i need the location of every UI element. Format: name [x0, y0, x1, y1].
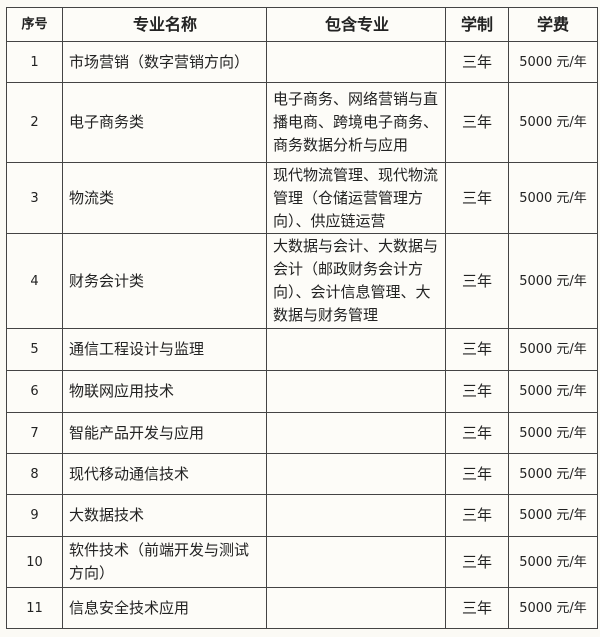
cell-fee: 5000 元/年 [508, 370, 598, 413]
table-row: 4 财务会计类 大数据与会计、大数据与会计（邮政财务会计方向）、会计信息管理、大数据… [6, 233, 598, 329]
cell-duration: 三年 [445, 536, 509, 588]
cell-name: 物联网应用技术 [62, 370, 267, 413]
cell-includes [266, 328, 446, 371]
cell-name: 信息安全技术应用 [62, 587, 267, 629]
cell-fee: 5000 元/年 [508, 536, 598, 588]
cell-duration: 三年 [445, 370, 509, 413]
header-fee: 学费 [508, 7, 598, 42]
table-row: 5 通信工程设计与监理 三年 5000 元/年 [6, 328, 598, 371]
header-row: 序号 专业名称 包含专业 学制 学费 [6, 7, 598, 42]
cell-includes [266, 587, 446, 629]
cell-includes: 大数据与会计、大数据与会计（邮政财务会计方向）、会计信息管理、大数据与财务管理 [266, 233, 446, 329]
cell-no: 2 [6, 82, 63, 163]
cell-no: 11 [6, 587, 63, 629]
cell-includes [266, 453, 446, 495]
cell-name: 电子商务类 [62, 82, 267, 163]
cell-duration: 三年 [445, 412, 509, 454]
cell-name: 现代移动通信技术 [62, 453, 267, 495]
cell-fee: 5000 元/年 [508, 412, 598, 454]
cell-includes [266, 494, 446, 537]
cell-name: 通信工程设计与监理 [62, 328, 267, 371]
table-row: 8 现代移动通信技术 三年 5000 元/年 [6, 453, 598, 495]
cell-includes: 现代物流管理、现代物流管理（仓储运营管理方向）、供应链运营 [266, 162, 446, 234]
table-row: 3 物流类 现代物流管理、现代物流管理（仓储运营管理方向）、供应链运营 三年 5000 … [6, 162, 598, 234]
table-row: 9 大数据技术 三年 5000 元/年 [6, 494, 598, 537]
cell-fee: 5000 元/年 [508, 233, 598, 329]
cell-duration: 三年 [445, 494, 509, 537]
header-duration: 学制 [445, 7, 509, 42]
header-name: 专业名称 [62, 7, 267, 42]
cell-no: 10 [6, 536, 63, 588]
cell-name: 财务会计类 [62, 233, 267, 329]
cell-no: 5 [6, 328, 63, 371]
cell-no: 8 [6, 453, 63, 495]
cell-includes [266, 370, 446, 413]
cell-fee: 5000 元/年 [508, 82, 598, 163]
header-includes: 包含专业 [266, 7, 446, 42]
header-no: 序号 [6, 7, 63, 42]
cell-fee: 5000 元/年 [508, 41, 598, 83]
cell-fee: 5000 元/年 [508, 328, 598, 371]
cell-includes: 电子商务、网络营销与直播电商、跨境电子商务、商务数据分析与应用 [266, 82, 446, 163]
cell-fee: 5000 元/年 [508, 453, 598, 495]
majors-table: 序号 专业名称 包含专业 学制 学费 1 市场营销（数字营销方向） 三年 5000 元… [6, 7, 598, 629]
cell-duration: 三年 [445, 82, 509, 163]
cell-no: 9 [6, 494, 63, 537]
table-row: 2 电子商务类 电子商务、网络营销与直播电商、跨境电子商务、商务数据分析与应用 三年 5… [6, 82, 598, 163]
cell-name: 软件技术（前端开发与测试方向） [62, 536, 267, 588]
table-row: 6 物联网应用技术 三年 5000 元/年 [6, 370, 598, 413]
cell-includes [266, 41, 446, 83]
cell-no: 7 [6, 412, 63, 454]
cell-duration: 三年 [445, 453, 509, 495]
cell-name: 大数据技术 [62, 494, 267, 537]
cell-fee: 5000 元/年 [508, 494, 598, 537]
cell-no: 4 [6, 233, 63, 329]
cell-no: 6 [6, 370, 63, 413]
table-row: 7 智能产品开发与应用 三年 5000 元/年 [6, 412, 598, 454]
cell-duration: 三年 [445, 233, 509, 329]
cell-name: 市场营销（数字营销方向） [62, 41, 267, 83]
cell-fee: 5000 元/年 [508, 587, 598, 629]
table-row: 10 软件技术（前端开发与测试方向） 三年 5000 元/年 [6, 536, 598, 588]
cell-fee: 5000 元/年 [508, 162, 598, 234]
table-row: 11 信息安全技术应用 三年 5000 元/年 [6, 587, 598, 629]
cell-duration: 三年 [445, 162, 509, 234]
cell-no: 1 [6, 41, 63, 83]
cell-name: 物流类 [62, 162, 267, 234]
cell-name: 智能产品开发与应用 [62, 412, 267, 454]
cell-includes [266, 536, 446, 588]
table-row: 1 市场营销（数字营销方向） 三年 5000 元/年 [6, 41, 598, 83]
cell-duration: 三年 [445, 328, 509, 371]
cell-duration: 三年 [445, 41, 509, 83]
cell-includes [266, 412, 446, 454]
cell-duration: 三年 [445, 587, 509, 629]
cell-no: 3 [6, 162, 63, 234]
